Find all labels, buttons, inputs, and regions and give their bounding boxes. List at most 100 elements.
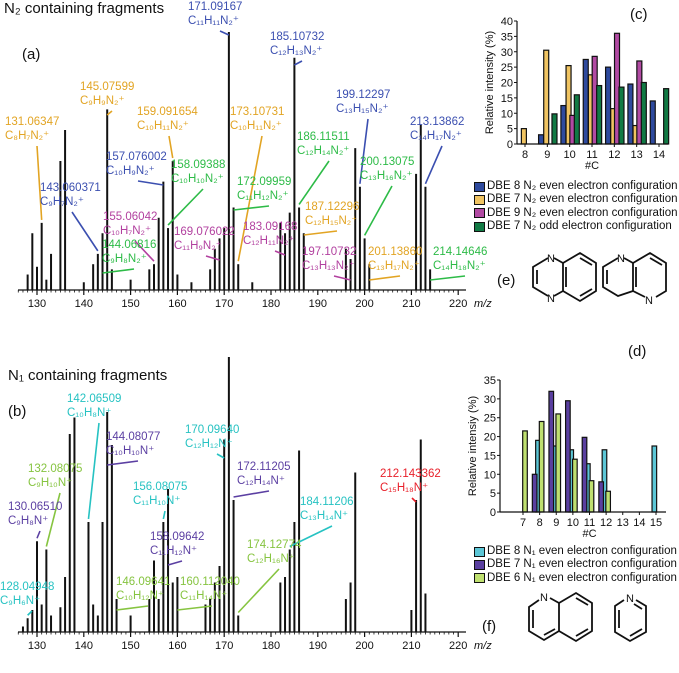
annotation-formula: C₁₁H₁₄N⁺ [180,590,228,602]
y-tick-label: 35 [484,375,496,387]
legend-label: DBE 9 N₂ even electron configuration [487,206,678,219]
atom-n: N [645,295,653,307]
annotation-mz: 159.091654 [137,106,198,118]
x-tick-label: 190 [309,298,327,310]
x-tick-label: 200 [355,640,373,652]
peak-annotation: 158.09388 C₁₀H₁₀N₂⁺ [171,158,225,186]
peak-annotation: 130.06510 C₉H₈N⁺ [8,500,62,528]
legend-label: DBE 6 N₁ even electron configuration [487,571,677,584]
legend-label: DBE 8 N₂ even electron configuration [487,180,678,192]
atom-n: N [547,293,555,305]
annotation-formula: C₁₀H₉N₂⁺ [106,165,155,177]
legend-swatch [474,208,485,219]
annotation-leader-line [168,135,174,159]
x-tick-label: 200 [355,298,373,310]
y-tick-label: 5 [490,488,496,500]
annotation-mz: 160.112040 [180,576,240,588]
annotation-leader-line [274,250,286,256]
x-axis-label: m/z [474,640,492,652]
peak-annotation: 155.06042 C₁₀H₇N₂⁺ [103,210,157,238]
y-tick-label: 0 [490,507,496,519]
bar [551,113,558,145]
annotation-mz: 142.06509 [67,393,122,405]
x-axis-label: #C [585,160,599,172]
annotation-leader-line [237,568,280,614]
peak-annotation: 173.10731 C₁₀H₁₁N₂⁺ [230,105,284,133]
peak-annotation: 199.12297 C₁₃H₁₅N₂⁺ [336,88,390,116]
annotation-mz: 213.13862 [410,116,465,128]
panel-a-label: (a) [22,46,41,63]
y-tick-label: 30 [501,47,513,59]
annotation-formula: C₁₂H₁₄N₂⁺ [297,145,350,157]
annotation-mz: 171.09167 [188,1,243,13]
bar [651,445,658,513]
atom-n: N [617,253,625,265]
bar [663,88,670,145]
bar [555,413,562,513]
peak-annotation: 174.12774 C₁₂H₁₆N⁺ [247,538,301,566]
peak-annotation: 212.143362 C₁₅H₁₈N⁺ [380,467,441,495]
x-tick-label: 9 [544,149,550,161]
x-tick-label: 9 [553,517,559,529]
spectrum-a: 130 140 150 160 170 180 190 200 210 220 m/z [17,30,492,310]
annotation-leader-line [369,275,401,281]
legend-item: DBE 8 N₂ even electron configuration [474,180,678,193]
annotation-formula: C₉H₇N₂⁺ [40,196,84,208]
peak-annotation: 197.10732 C₁₃H₁₃N₂⁺ [302,245,356,273]
legend-item: DBE 8 N₁ even electron configuration [474,545,677,558]
annotation-formula: C₈H₇N₂⁺ [5,130,50,142]
annotation-mz: 183.09168 [243,221,298,233]
annotation-formula: C₉H₉N₂⁺ [80,95,125,107]
annotation-mz: 157.076002 [106,151,167,163]
annotation-formula: C₁₀H₁₀N⁺ [106,445,155,457]
annotation-leader-line [424,145,443,185]
bar-chart-d: 0 5 10 15 20 25 30 35 7 8 9 10 11 12 13 14 15 #C Relative … [467,375,666,540]
y-tick-label: 30 [484,394,496,406]
x-tick-label: 150 [121,298,139,310]
annotation-formula: C₁₃H₁₃N₂⁺ [302,260,355,272]
annotation-mz: 186.11511 [297,131,350,143]
annotation-formula: C₁₄H₁₇N₂⁺ [410,130,462,142]
annotation-mz: 158.09642 [150,531,205,543]
annotation-formula: C₁₃H₁₆N₂⁺ [360,170,413,182]
atom-n: N [547,253,555,265]
annotation-leader-line [363,185,393,236]
x-axis-label: #C [582,528,596,540]
y-tick-label: 5 [507,124,513,136]
annotation-formula: C₁₂H₁₂N⁺ [185,438,233,450]
x-tick-label: 14 [653,149,665,161]
annotation-mz: 212.143362 [380,468,441,480]
annotation-leader-line [45,492,61,547]
legend-item: DBE 7 N₂ odd electron configuration [474,220,678,233]
peak-annotation: 213.13862 C₁₄H₁₇N₂⁺ [410,115,464,143]
pyridine-structure: N [614,593,647,643]
annotation-leader-line [233,205,270,211]
legend-swatch [474,194,485,205]
peak-annotation: 142.06509 C₁₀H₈N⁺ [67,392,121,420]
annotation-leader-line [289,525,333,548]
legend-label: DBE 8 N₁ even electron configuration [487,545,677,557]
x-tick-label: 210 [402,298,420,310]
bar [520,128,527,145]
y-tick-label: 0 [507,139,513,151]
y-tick-label: 40 [501,16,513,28]
bar [537,134,545,145]
peak-annotation: 132.08075 C₉H₁₀N⁺ [28,462,82,490]
annotation-leader-line [333,275,351,281]
annotation-leader-line [106,110,113,116]
legend-swatch [474,559,485,570]
legend-swatch [474,181,485,192]
annotation-formula: C₉H₈N₂⁺ [102,253,147,265]
annotation-formula: C₁₁H₁₀N⁺ [133,495,181,507]
annotation-mz: 172.09959 [237,176,292,188]
annotation-formula: C₉H₈N⁺ [8,515,49,527]
annotation-mz: 132.08075 [28,463,83,475]
annotation-formula: C₁₀H₁₁N₂⁺ [230,120,282,132]
legend-label: DBE 7 N₂ odd electron configuration [487,219,672,232]
annotation-mz: 170.09640 [185,424,240,436]
x-tick-label: 12 [608,149,620,161]
peak-annotation: 159.091654 C₁₀H₁₁N₂⁺ [137,105,198,133]
annotation-leader-line [107,460,139,466]
annotation-mz: 155.06042 [103,211,158,223]
annotation-mz: 172.11205 [237,461,291,473]
